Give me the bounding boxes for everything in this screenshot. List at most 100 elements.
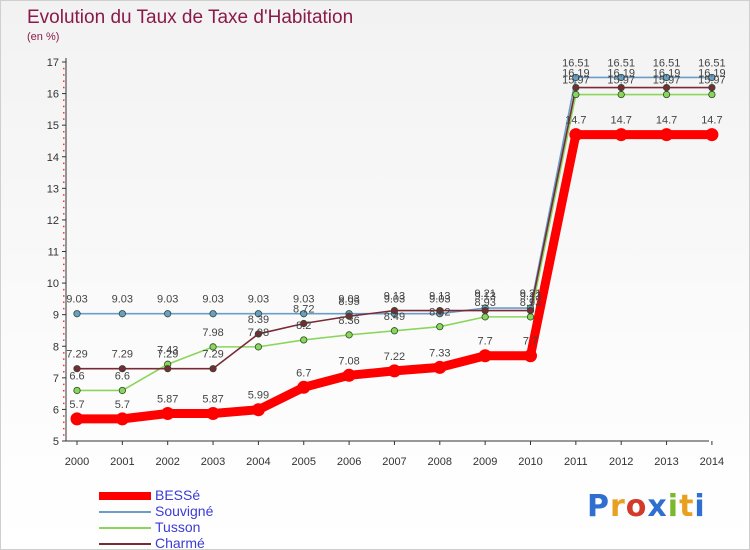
data-label: 9.13 xyxy=(520,291,541,303)
logo-letter: i xyxy=(667,489,680,524)
logo-letter: P xyxy=(587,489,610,524)
y-minor-tick xyxy=(63,130,65,133)
data-label: 16.19 xyxy=(653,68,681,80)
y-minor-tick xyxy=(63,118,65,120)
y-minor-tick xyxy=(63,181,65,184)
legend-label: BESSé xyxy=(155,487,201,503)
y-minor-tick xyxy=(63,149,65,152)
y-minor-tick xyxy=(63,301,65,304)
data-point xyxy=(115,412,129,426)
x-tick-label: 2014 xyxy=(700,456,724,468)
data-label: 7.08 xyxy=(338,355,359,367)
x-tick-label: 2012 xyxy=(609,456,633,468)
data-labels: 9.03 9.03 9.03 9.03 9.03 9.03 9.03 9.03 9.03 9.21… xyxy=(66,57,725,410)
data-label: 6.6 xyxy=(69,370,84,382)
data-label: 14.7 xyxy=(565,115,586,127)
data-label: 7.29 xyxy=(202,349,223,361)
data-point xyxy=(390,306,399,315)
y-minor-tick xyxy=(63,86,65,89)
data-point xyxy=(387,364,401,378)
legend-swatch xyxy=(99,543,151,545)
data-label: 16.51 xyxy=(698,57,726,69)
x-tick-label: 2010 xyxy=(518,456,542,468)
data-point xyxy=(73,310,81,318)
data-point xyxy=(297,380,311,394)
data-label: 14.7 xyxy=(701,115,722,127)
y-minor-tick xyxy=(63,320,65,322)
data-label: 8.95 xyxy=(338,296,359,308)
data-point xyxy=(161,407,175,421)
data-point xyxy=(345,331,353,339)
y-minor-tick xyxy=(63,352,65,354)
data-point xyxy=(662,73,671,82)
y-minor-tick xyxy=(63,427,65,430)
data-label: 7.22 xyxy=(384,351,405,363)
data-label: 16.51 xyxy=(653,57,681,69)
data-point xyxy=(70,412,84,426)
chart-unit-label: (en %) xyxy=(27,31,60,43)
y-minor-tick xyxy=(63,67,65,70)
x-tick-label: 2001 xyxy=(110,456,134,468)
data-point xyxy=(254,330,262,338)
data-label: 15.97 xyxy=(653,75,681,87)
legend-label: Charmé xyxy=(155,535,205,550)
data-point xyxy=(433,360,447,374)
data-point xyxy=(572,83,580,92)
y-minor-tick xyxy=(63,80,65,82)
data-point xyxy=(481,306,489,315)
y-minor-tick xyxy=(63,206,65,209)
data-point xyxy=(614,128,628,142)
x-tick-label: 2003 xyxy=(201,456,225,468)
data-point xyxy=(708,83,716,92)
data-label: 7.98 xyxy=(248,327,269,339)
data-point xyxy=(572,73,580,82)
data-point xyxy=(118,310,126,318)
data-label: 5.87 xyxy=(157,394,178,406)
x-tick-label: 2000 xyxy=(65,456,89,468)
y-minor-tick xyxy=(63,162,65,165)
y-tick-label: 9 xyxy=(53,310,59,322)
x-tick-label: 2007 xyxy=(382,456,406,468)
y-minor-tick xyxy=(63,307,65,310)
data-label: 8.72 xyxy=(293,304,314,316)
data-label: 7.98 xyxy=(202,327,223,339)
y-minor-tick xyxy=(63,295,65,297)
x-tick-label: 2011 xyxy=(564,456,588,468)
data-label: 7.29 xyxy=(66,349,87,361)
proxiti-logo: Proxiti xyxy=(587,489,706,524)
y-minor-tick xyxy=(63,99,65,101)
data-point xyxy=(617,90,625,99)
data-label: 7.33 xyxy=(429,347,450,359)
y-minor-tick xyxy=(63,143,65,146)
data-label: 15.97 xyxy=(607,75,635,87)
data-point xyxy=(526,313,535,321)
y-minor-tick xyxy=(63,402,65,405)
legend-swatch xyxy=(99,511,151,513)
data-label: 8.93 xyxy=(474,297,495,309)
data-point xyxy=(569,128,583,142)
y-minor-tick xyxy=(63,421,65,424)
y-minor-tick xyxy=(63,200,65,202)
data-label: 9.03 xyxy=(157,294,178,306)
data-point xyxy=(617,83,625,92)
y-minor-tick xyxy=(63,276,65,278)
data-point xyxy=(708,90,716,99)
y-minor-tick xyxy=(63,358,65,360)
data-point xyxy=(526,306,535,315)
data-label: 9.03 xyxy=(202,294,223,306)
data-point xyxy=(300,319,308,328)
series-line-1 xyxy=(76,76,713,315)
data-label: 14.7 xyxy=(610,115,631,127)
y-minor-tick xyxy=(63,383,65,386)
data-point xyxy=(118,386,126,395)
y-minor-tick xyxy=(63,112,65,114)
y-minor-tick xyxy=(63,105,65,108)
chart-title: Evolution du Taux de Taxe d'Habitation xyxy=(27,7,354,28)
logo-letter: o xyxy=(625,489,648,524)
data-label: 16.19 xyxy=(562,68,590,80)
y-minor-tick xyxy=(63,137,65,139)
y-tick-label: 14 xyxy=(47,152,59,164)
x-tick-label: 2013 xyxy=(654,456,678,468)
y-tick-label: 13 xyxy=(47,183,59,195)
